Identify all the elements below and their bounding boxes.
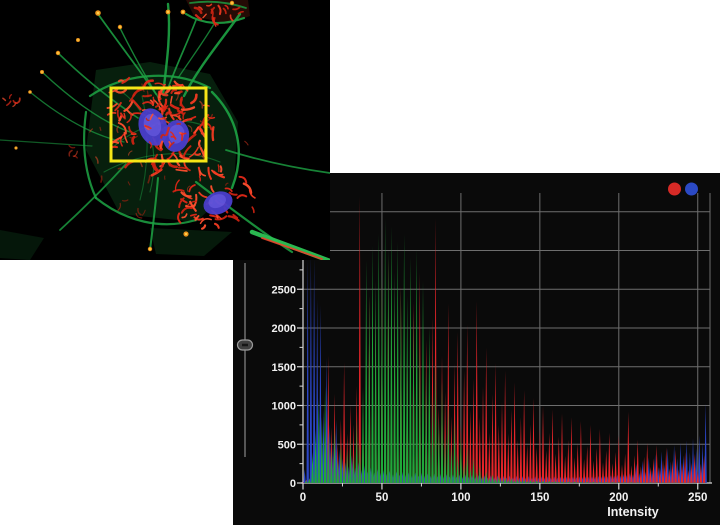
x-tick-label: 250 bbox=[688, 492, 707, 504]
cell-body bbox=[186, 0, 250, 24]
zoom-slider-handle[interactable] bbox=[236, 339, 254, 351]
fluorescence-micrograph bbox=[0, 0, 330, 260]
x-tick-label: 0 bbox=[300, 492, 306, 504]
microscopy-image-panel bbox=[0, 0, 330, 260]
red-channel-legend-dot[interactable] bbox=[668, 182, 681, 196]
axis-labels: 0 500 1000 1500 2000 2500 0 50 100 150 200 250 Inten… bbox=[272, 284, 708, 519]
y-tick-label: 1000 bbox=[272, 401, 296, 413]
blue-channel-legend-dot[interactable] bbox=[685, 182, 698, 196]
y-tick-label: 2500 bbox=[272, 284, 296, 296]
orange-adhesion-dots bbox=[14, 0, 235, 252]
y-tick-label: 2000 bbox=[272, 323, 296, 335]
channel-legend bbox=[668, 182, 698, 196]
cell-body bbox=[0, 230, 44, 260]
intensity-histogram-chart: 0 500 1000 1500 2000 2500 0 50 100 150 200 250 Inten… bbox=[236, 182, 712, 519]
series-red bbox=[301, 196, 706, 484]
x-tick-label: 150 bbox=[530, 492, 549, 504]
chart-grid bbox=[303, 193, 711, 483]
x-tick-label: 200 bbox=[609, 492, 628, 504]
y-tick-label: 500 bbox=[278, 439, 296, 451]
roi-rectangle[interactable] bbox=[109, 86, 208, 163]
axis-ticks bbox=[297, 269, 699, 490]
x-tick-label: 50 bbox=[376, 492, 389, 504]
x-axis-title: Intensity bbox=[607, 505, 658, 519]
green-cytoskeleton-fibers bbox=[0, 0, 330, 260]
series-green bbox=[301, 218, 706, 483]
x-tick-label: 100 bbox=[451, 492, 470, 504]
cell-body bbox=[150, 228, 232, 256]
y-tick-label: 1500 bbox=[272, 362, 296, 374]
y-tick-label: 0 bbox=[290, 478, 296, 490]
red-strands-over-nuclei bbox=[144, 111, 187, 150]
